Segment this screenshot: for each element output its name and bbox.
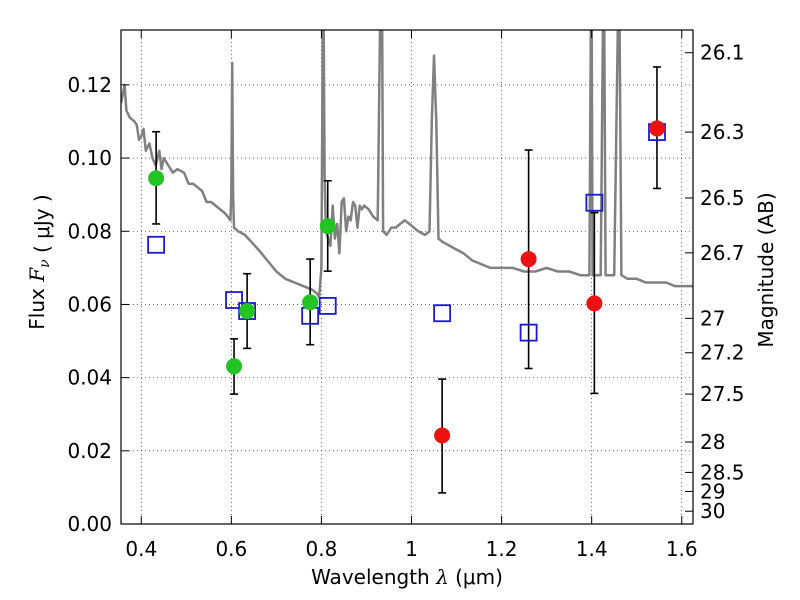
x-axis-label: Wavelength λ (μm)	[311, 565, 503, 589]
x-axis-label-symbol: λ	[435, 565, 449, 589]
x-axis-label-text: Wavelength	[311, 565, 430, 589]
y-tick-label: 0.12	[67, 73, 112, 97]
data-point	[586, 295, 603, 312]
data-point	[319, 218, 336, 235]
y-tick-label: 0.04	[67, 366, 112, 390]
y2-tick-label: 26.3	[700, 120, 745, 144]
y2-tick-label: 27.5	[700, 382, 745, 406]
y2-tick-label: 27	[700, 306, 725, 330]
model-square-marker	[519, 323, 538, 342]
data-point	[520, 251, 537, 268]
y2-tick-label: 28	[700, 430, 725, 454]
data-point	[648, 120, 665, 137]
y2-tick-label: 26.7	[700, 241, 745, 265]
data-point	[434, 427, 451, 444]
x-tick-label: 1.4	[576, 537, 608, 561]
data-point	[148, 170, 165, 187]
y2-tick-label: 30	[700, 499, 725, 523]
data-point	[302, 294, 319, 311]
axis-ticks: 0.4 0.6 0.8 1 1.2 1.4 1.6 0.00 0.02 0.04 0.06 0.08 0…	[67, 30, 745, 561]
model-square-marker	[318, 297, 337, 315]
model-square-marker	[225, 291, 243, 309]
model-square-marker	[585, 193, 604, 212]
x-tick-label: 1	[405, 537, 418, 561]
data-markers	[147, 120, 666, 444]
model-spectrum-line	[121, 30, 693, 299]
y-axis-label-symbol: F	[25, 267, 49, 283]
data-point	[239, 303, 256, 320]
y2-tick-label: 26.5	[700, 186, 745, 210]
model-square-marker	[433, 304, 452, 323]
x-tick-label: 0.8	[306, 537, 338, 561]
data-point	[226, 358, 243, 375]
y2-tick-label: 27.2	[700, 341, 745, 365]
plot-frame	[120, 29, 694, 525]
x-tick-label: 0.4	[125, 537, 157, 561]
x-axis-label-unit: (μm)	[455, 565, 503, 589]
plot-background	[121, 30, 693, 524]
y2-tick-label: 29	[700, 479, 725, 503]
y-axis-label: Flux Fν ( μJy )	[25, 194, 54, 329]
x-tick-label: 0.6	[215, 537, 247, 561]
y-tick-label: 0.00	[67, 512, 112, 536]
y-tick-label: 0.08	[67, 219, 112, 243]
y-tick-label: 0.10	[67, 146, 112, 170]
y-axis-label-subscript: ν	[37, 259, 53, 268]
y-axis-label-text: Flux	[25, 288, 49, 330]
y2-tick-label: 28.5	[700, 460, 745, 484]
x-tick-label: 1.2	[486, 537, 518, 561]
y2-axis-label: Magnitude (AB)	[754, 192, 778, 347]
model-spectrum-layer	[121, 30, 693, 299]
y-tick-label: 0.06	[67, 292, 112, 316]
y-tick-label: 0.02	[67, 439, 112, 463]
model-square-marker	[147, 235, 166, 254]
y2-tick-label: 26.1	[700, 41, 745, 65]
x-tick-label: 1.6	[666, 537, 698, 561]
y-axis-label-unit: ( μJy )	[30, 194, 54, 253]
